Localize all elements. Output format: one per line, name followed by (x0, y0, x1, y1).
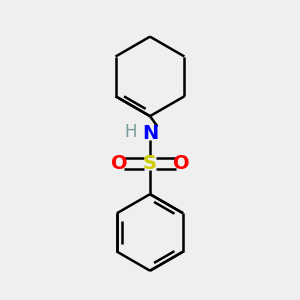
Text: O: O (111, 154, 128, 173)
Text: H: H (124, 123, 137, 141)
Text: S: S (143, 154, 157, 173)
Text: N: N (142, 124, 158, 143)
Text: O: O (172, 154, 189, 173)
